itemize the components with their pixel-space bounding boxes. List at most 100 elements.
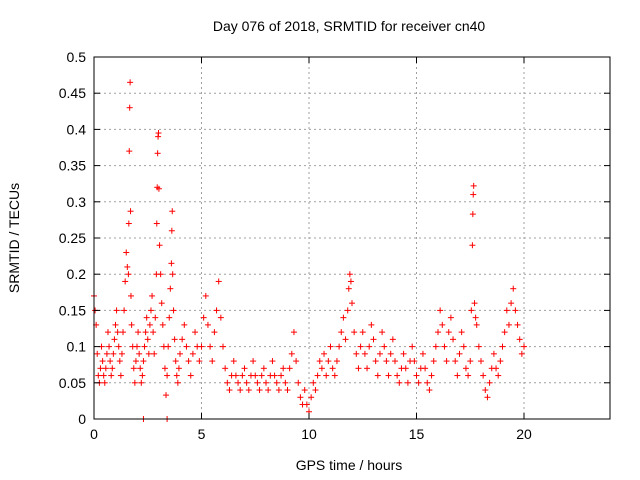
data-point — [165, 343, 172, 350]
data-point — [346, 271, 353, 278]
data-point — [237, 387, 244, 394]
data-point — [174, 379, 181, 386]
data-point — [295, 379, 302, 386]
data-point — [145, 350, 152, 357]
data-point — [241, 365, 248, 372]
data-point — [175, 365, 182, 372]
data-point — [392, 358, 398, 365]
data-point — [482, 387, 489, 394]
data-point — [125, 271, 132, 278]
data-point — [220, 343, 226, 350]
data-point — [419, 350, 426, 357]
data-point — [168, 227, 175, 234]
data-point — [516, 336, 523, 343]
data-point — [167, 285, 174, 292]
data-point — [121, 307, 128, 314]
data-point — [480, 372, 487, 379]
data-point — [114, 329, 121, 336]
data-point — [439, 321, 446, 328]
data-point — [154, 150, 161, 157]
data-point — [215, 278, 222, 285]
data-point — [144, 336, 151, 343]
data-point — [426, 387, 433, 394]
y-tick-label: 0 — [78, 411, 86, 427]
data-point — [503, 307, 510, 314]
data-point — [351, 329, 358, 336]
data-point — [469, 242, 476, 249]
data-point — [454, 372, 461, 379]
data-point — [460, 343, 467, 350]
data-point — [462, 365, 469, 372]
data-point — [113, 307, 120, 314]
data-point — [376, 350, 383, 357]
data-point — [226, 387, 233, 394]
data-point — [314, 372, 321, 379]
data-point — [470, 182, 477, 189]
data-point — [368, 321, 375, 328]
y-tick-label: 0.4 — [67, 121, 87, 137]
data-point — [316, 358, 323, 365]
data-point — [158, 300, 165, 307]
data-point — [109, 365, 116, 372]
data-point — [127, 208, 134, 215]
data-point — [171, 336, 178, 343]
data-point — [125, 220, 132, 227]
data-point — [170, 307, 177, 314]
data-point — [325, 358, 332, 365]
data-point — [102, 365, 109, 372]
data-point — [185, 358, 192, 365]
data-point — [512, 307, 519, 314]
data-point — [161, 365, 168, 372]
data-point — [443, 358, 450, 365]
chart-title: Day 076 of 2018, SRMTID for receiver cn4… — [213, 18, 486, 34]
data-point — [333, 358, 340, 365]
data-point — [478, 358, 484, 365]
data-point — [387, 350, 394, 357]
data-point — [138, 379, 145, 386]
data-point — [428, 372, 435, 379]
data-point — [349, 300, 355, 307]
data-point — [265, 387, 272, 394]
data-point — [213, 307, 220, 314]
data-point — [282, 379, 289, 386]
data-point — [134, 343, 140, 350]
data-point — [146, 321, 153, 328]
data-point — [120, 329, 127, 336]
data-point — [340, 314, 347, 321]
data-point — [424, 379, 431, 386]
data-point — [209, 358, 216, 365]
data-point — [207, 343, 214, 350]
data-point — [312, 387, 319, 394]
data-point — [222, 365, 229, 372]
y-tick-label: 0.35 — [59, 158, 86, 174]
data-point — [269, 358, 276, 365]
data-point — [202, 292, 209, 299]
data-point — [147, 307, 154, 314]
data-point — [163, 392, 170, 399]
data-point — [430, 358, 437, 365]
data-point — [441, 343, 448, 350]
data-point — [150, 329, 157, 336]
data-point — [169, 208, 176, 215]
data-point — [469, 211, 476, 218]
data-point — [239, 372, 246, 379]
data-point — [172, 358, 179, 365]
data-point — [355, 365, 362, 372]
data-point — [159, 321, 166, 328]
data-point — [508, 300, 515, 307]
data-point — [94, 350, 101, 357]
data-point — [422, 365, 429, 372]
data-point — [505, 321, 512, 328]
data-points — [91, 79, 527, 422]
data-point — [470, 191, 477, 198]
data-point — [445, 329, 452, 336]
data-point — [127, 79, 134, 86]
data-point — [286, 365, 293, 372]
y-tick-label: 0.2 — [67, 266, 87, 282]
data-point — [169, 271, 176, 278]
data-point — [252, 372, 259, 379]
data-point — [318, 365, 325, 372]
data-point — [411, 358, 418, 365]
data-point — [338, 329, 345, 336]
